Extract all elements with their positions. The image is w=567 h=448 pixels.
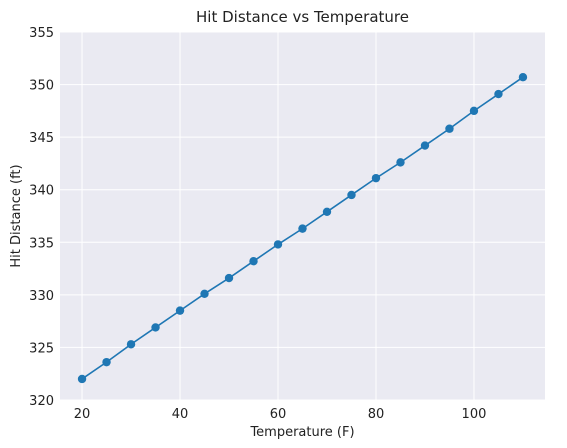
y-axis-label: Hit Distance (ft) <box>9 164 24 267</box>
data-point <box>126 340 136 349</box>
x-tick-label: 20 <box>74 407 91 422</box>
x-tick-labels: 20 40 60 80 100 <box>74 407 487 422</box>
y-tick-label: 345 <box>29 131 54 146</box>
y-tick-label: 330 <box>29 289 54 304</box>
data-point <box>249 257 258 266</box>
grid-lines <box>60 31 545 401</box>
data-point <box>469 106 479 116</box>
data-point <box>445 124 454 133</box>
data-point <box>273 240 283 249</box>
y-tick-label: 320 <box>29 394 54 409</box>
chart-title: Hit Distance vs Temperature <box>196 8 409 26</box>
y-tick-label: 340 <box>29 184 54 199</box>
data-point <box>175 306 185 315</box>
x-tick-label: 60 <box>270 407 287 422</box>
data-point <box>151 323 160 332</box>
x-tick-label: 80 <box>368 407 385 422</box>
data-point <box>322 207 332 216</box>
y-tick-label: 350 <box>29 79 54 94</box>
x-axis-label: Temperature (F) <box>249 425 354 440</box>
data-points <box>77 73 528 384</box>
y-tick-labels: 320 325 330 335 340 345 350 355 <box>29 26 54 409</box>
data-point <box>200 289 209 299</box>
x-tick-label: 40 <box>172 407 189 422</box>
data-point <box>396 158 405 167</box>
data-point <box>224 273 234 283</box>
data-point <box>298 224 307 233</box>
data-point <box>518 73 528 82</box>
data-point <box>77 374 87 384</box>
x-tick-label: 100 <box>462 407 487 422</box>
y-tick-label: 355 <box>29 26 54 41</box>
data-point <box>420 141 430 150</box>
data-point <box>371 173 381 183</box>
y-tick-label: 335 <box>29 236 54 251</box>
data-point <box>494 89 503 99</box>
plot-area <box>60 32 545 400</box>
data-point <box>347 190 356 200</box>
y-tick-label: 325 <box>29 341 54 356</box>
data-point <box>102 357 111 367</box>
